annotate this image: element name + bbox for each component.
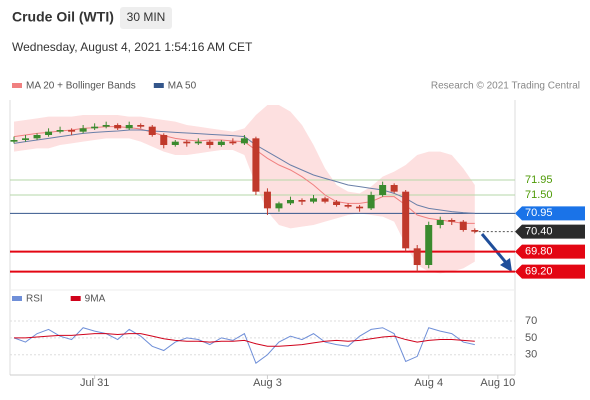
candle-body xyxy=(229,141,237,144)
candle-body xyxy=(79,128,87,132)
subtitle: Wednesday, August 4, 2021 1:54:16 AM CET xyxy=(12,40,253,54)
level-box xyxy=(515,206,585,221)
candle-body xyxy=(344,205,352,207)
rsi-line xyxy=(14,333,475,347)
y-tick-label: 30 xyxy=(525,349,537,361)
legend-label: 9MA xyxy=(85,294,106,305)
candle-body xyxy=(56,130,64,132)
candle-body xyxy=(413,248,421,265)
candle-body xyxy=(286,200,294,204)
legend-swatch xyxy=(153,83,164,88)
y-tick-label: 50 xyxy=(525,332,537,344)
x-tick-label: Aug 3 xyxy=(253,377,282,389)
chart-title: Crude Oil (WTI) xyxy=(12,9,114,25)
candle-body xyxy=(33,135,41,139)
candle-body xyxy=(252,138,260,192)
forecast-arrow-head xyxy=(500,258,512,272)
rsi-line xyxy=(13,327,475,364)
level-label: 71.50 xyxy=(525,189,553,201)
legend-swatch xyxy=(12,296,22,301)
candle-body xyxy=(114,125,122,129)
candle-body xyxy=(240,138,248,144)
candle-body xyxy=(275,203,283,209)
level-box xyxy=(515,244,585,259)
candle-body xyxy=(68,130,76,132)
attribution: Research © 2021 Trading Central xyxy=(431,81,580,92)
candle-body xyxy=(436,220,444,225)
legend-label: MA 20 + Bollinger Bands xyxy=(26,81,136,92)
candle-body xyxy=(160,135,168,145)
candle-body xyxy=(206,141,214,145)
candle-body xyxy=(91,126,99,129)
candle-body xyxy=(217,141,225,145)
candle-body xyxy=(263,191,271,209)
timeframe: 30 MIN xyxy=(127,10,166,24)
candle-body xyxy=(356,206,364,209)
candle-body xyxy=(183,141,191,144)
x-tick-label: Aug 4 xyxy=(414,377,443,389)
candle-body xyxy=(137,125,145,127)
candle-body xyxy=(471,230,479,232)
x-tick-label: Aug 10 xyxy=(480,377,515,389)
candle-body xyxy=(448,220,456,222)
candle-body xyxy=(10,140,18,142)
level-label: 69.20 xyxy=(525,266,553,278)
level-label: 70.40 xyxy=(525,226,553,238)
level-label: 69.80 xyxy=(525,246,553,258)
legend-label: MA 50 xyxy=(168,81,197,92)
candle-body xyxy=(45,131,53,135)
candle-body xyxy=(425,225,433,265)
candle-body xyxy=(22,138,30,140)
legend-swatch xyxy=(70,296,81,301)
forecast-arrow xyxy=(480,233,510,266)
candle-body xyxy=(379,185,387,195)
candle-body xyxy=(148,126,156,135)
candle-body xyxy=(298,200,306,202)
candle-body xyxy=(310,198,318,202)
candle-body xyxy=(102,125,110,127)
level-box xyxy=(515,224,585,239)
level-label: 71.95 xyxy=(525,174,553,186)
y-tick-label: 70 xyxy=(525,315,537,327)
candle-body xyxy=(194,141,202,144)
x-tick-label: Jul 31 xyxy=(80,377,109,389)
level-box xyxy=(515,264,585,279)
candle-body xyxy=(333,201,341,205)
candle-body xyxy=(171,141,179,145)
candle-body xyxy=(125,125,133,129)
timeframe-pill xyxy=(120,7,172,29)
candle-body xyxy=(321,198,329,202)
level-label: 70.95 xyxy=(525,207,553,219)
candle-body xyxy=(402,191,410,249)
legend-swatch xyxy=(12,83,22,88)
candle-body xyxy=(459,221,467,230)
candle-body xyxy=(390,185,398,192)
legend-label: RSI xyxy=(26,294,43,305)
candle-body xyxy=(367,195,375,209)
